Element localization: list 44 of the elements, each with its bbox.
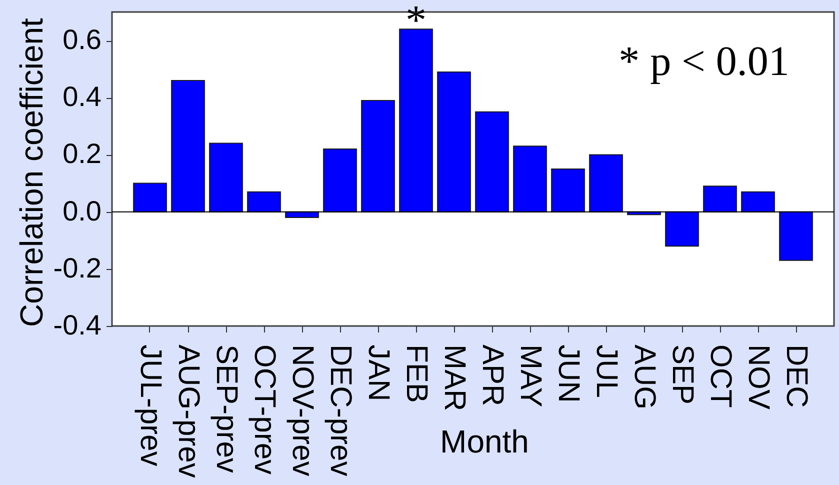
bar: [475, 111, 509, 212]
x-tick-label: OCT-prev: [248, 344, 281, 475]
x-tick-label: NOV: [742, 344, 775, 410]
y-tick-label: -0.4: [53, 310, 102, 340]
x-tick-label: AUG-prev: [172, 344, 205, 478]
annotation: *: [406, 0, 426, 44]
x-tick-label: DEC: [780, 344, 813, 408]
x-tick-label: JUL-prev: [134, 344, 167, 466]
bar: [209, 142, 243, 212]
x-tick-label: MAY: [514, 344, 547, 408]
bar: [323, 148, 357, 212]
x-tick-label: SEP-prev: [210, 344, 243, 473]
y-tick-label: 0.0: [62, 195, 102, 226]
x-tick-label: JUL: [590, 344, 623, 398]
x-tick-label: FEB: [400, 344, 433, 403]
bar: [589, 154, 623, 212]
x-tick-label: DEC-prev: [324, 344, 357, 476]
y-tick-label: 0.4: [62, 81, 102, 112]
annotation: * p < 0.01: [618, 39, 790, 85]
bar: [779, 211, 813, 261]
x-tick-label: APR: [476, 344, 509, 406]
x-tick-label: OCT: [704, 344, 737, 408]
y-tick-label: 0.2: [62, 138, 102, 170]
x-tick-label: MAR: [438, 344, 471, 412]
x-tick-label: AUG: [628, 344, 661, 410]
y-tick-label: -0.2: [53, 252, 102, 284]
bar: [247, 191, 281, 212]
x-tick-label: NOV-prev: [286, 344, 319, 476]
bar: [361, 100, 395, 212]
bar: [741, 191, 775, 212]
y-tick-label: 0.6: [62, 24, 102, 56]
x-tick-label: JUN: [552, 344, 585, 403]
bar: [551, 168, 585, 212]
bar: [171, 80, 205, 212]
bar: [513, 146, 547, 212]
x-tick-label: SEP: [666, 344, 699, 405]
x-axis-title: Month: [440, 424, 529, 460]
x-tick-label: JAN: [362, 344, 395, 402]
bar: [399, 28, 433, 212]
bar: [437, 71, 471, 212]
bar: [665, 211, 699, 247]
bar: [133, 182, 167, 212]
bar: [703, 186, 737, 212]
y-axis-title: Correlation coefficient: [14, 18, 50, 327]
